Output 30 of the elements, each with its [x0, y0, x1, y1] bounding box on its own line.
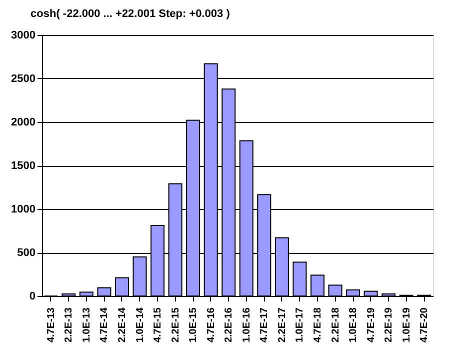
x-tick-label: 2.2E-15	[170, 307, 182, 343]
x-tick-label: 4.7E-15	[152, 307, 164, 343]
x-tick-label: 2.2E-16	[224, 307, 235, 343]
x-tick-label: 4.7E-20	[419, 307, 430, 343]
x-tick-label: 1.0E-19	[401, 307, 412, 343]
y-tick-label: 2000	[11, 116, 36, 128]
x-tick-label: 4.7E-13	[46, 307, 57, 343]
y-tick-label: 1000	[11, 204, 36, 216]
y-tick-label: 0	[29, 290, 36, 302]
y-tick-label: 2500	[11, 73, 36, 85]
x-tick-label: 2.2E-14	[116, 307, 128, 343]
y-tick-label: 500	[17, 247, 36, 259]
x-tick-label: 4.7E-16	[206, 307, 217, 343]
x-tick-label: 1.0E-17	[294, 307, 306, 343]
x-tick-label: 2.2E-17	[276, 307, 288, 343]
x-tick-label: 2.2E-19	[384, 307, 395, 343]
x-tick-label: 2.2E-13	[64, 307, 75, 343]
chart-title: cosh( -22.000 ... +22.001 Step: +0.003 )	[30, 8, 230, 20]
x-tick-label: 1.0E-18	[348, 307, 360, 343]
x-tick-label: 1.0E-14	[134, 307, 146, 343]
y-tick-label: 1500	[11, 160, 36, 172]
x-tick-label: 2.2E-18	[330, 307, 342, 343]
x-tick-label: 4.7E-18	[312, 307, 324, 343]
x-tick-label: 4.7E-14	[99, 307, 110, 343]
y-tick-label: 3000	[11, 30, 36, 42]
x-tick-label: 1.0E-13	[81, 307, 92, 343]
x-tick-label: 4.7E-17	[259, 307, 270, 343]
x-tick-label: 1.0E-16	[241, 307, 252, 343]
x-tick-label: 4.7E-19	[366, 307, 377, 343]
x-tick-label: 1.0E-15	[188, 307, 200, 343]
